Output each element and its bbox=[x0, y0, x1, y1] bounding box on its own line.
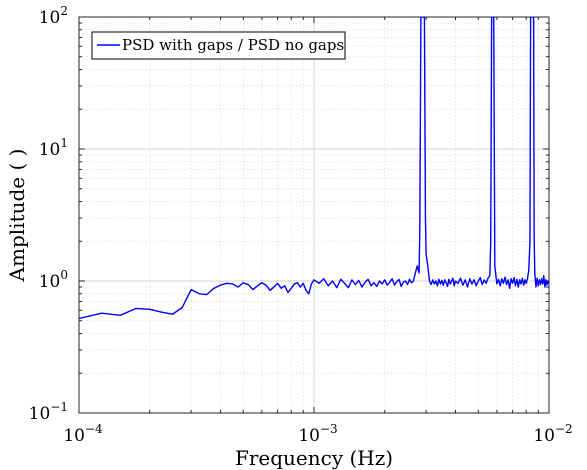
legend: PSD with gaps / PSD no gaps bbox=[91, 31, 346, 60]
y-tick-label: 101 bbox=[39, 136, 68, 160]
x-tick-label: 10−2 bbox=[533, 422, 572, 446]
y-axis-label: Amplitude ( ) bbox=[5, 149, 29, 283]
y-tick-label: 10−1 bbox=[29, 400, 68, 424]
series-line-0 bbox=[79, 17, 549, 320]
series-layer bbox=[79, 17, 549, 320]
x-tick-label: 10−3 bbox=[298, 422, 337, 446]
y-tick-label: 102 bbox=[39, 4, 68, 28]
legend-box bbox=[91, 31, 346, 60]
legend-label: PSD with gaps / PSD no gaps bbox=[122, 36, 344, 54]
tick-labels: 10−4 10−3 10−2 10−1 100 101 102 bbox=[29, 4, 573, 446]
x-tick-label: 10−4 bbox=[63, 422, 103, 446]
y-tick-label: 100 bbox=[39, 268, 68, 292]
x-axis-label: Frequency (Hz) bbox=[235, 446, 393, 470]
